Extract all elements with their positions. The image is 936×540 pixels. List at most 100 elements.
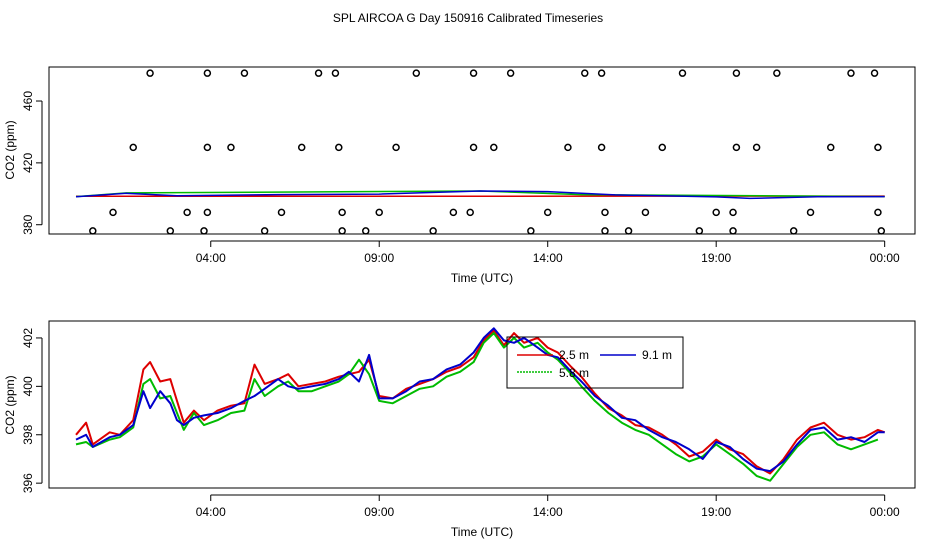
scatter-point xyxy=(658,143,667,152)
scatter-point xyxy=(601,208,609,217)
x-tick-label: 14:00 xyxy=(533,251,563,265)
scatter-point xyxy=(183,208,191,217)
scatter-point xyxy=(166,227,175,235)
scatter-point xyxy=(314,69,323,77)
top-plot-frame xyxy=(48,66,916,235)
scatter-point xyxy=(203,143,212,152)
y-tick-label: 398 xyxy=(21,424,35,444)
scatter-point xyxy=(752,143,761,152)
scatter-point xyxy=(429,227,437,235)
scatter-point xyxy=(712,208,720,217)
y-tick-label: 420 xyxy=(21,153,35,173)
scatter-point xyxy=(806,208,815,217)
scatter-point xyxy=(870,69,879,77)
scatter-point xyxy=(146,69,154,77)
scatter-point xyxy=(874,208,882,217)
scatter-point xyxy=(109,208,117,217)
scatter-point xyxy=(527,227,535,235)
bottom-series-lines xyxy=(75,327,886,482)
scatter-point xyxy=(469,69,478,77)
x-tick-label: 00:00 xyxy=(870,251,900,265)
scatter-point xyxy=(564,143,572,152)
legend-label-9-1m: 9.1 m xyxy=(642,348,672,362)
x-tick-label: 09:00 xyxy=(364,505,394,519)
top-series-lines xyxy=(75,190,885,200)
y-tick-label: 402 xyxy=(21,328,35,348)
scatter-point xyxy=(827,143,835,152)
bottom-y-axis-label: CO2 (ppm) xyxy=(3,375,17,434)
scatter-point xyxy=(227,143,235,152)
scatter-point xyxy=(338,227,346,235)
y-tick-label: 460 xyxy=(21,91,35,111)
scatter-point xyxy=(773,69,781,77)
scatter-point xyxy=(361,227,370,235)
top-scatter-points xyxy=(89,69,886,235)
scatter-point xyxy=(789,227,798,235)
scatter-point xyxy=(641,208,650,217)
scatter-point xyxy=(331,69,340,77)
series-line-2 xyxy=(75,190,885,200)
scatter-point xyxy=(338,208,346,217)
scatter-point xyxy=(335,143,343,152)
top-y-axis: 380 420 460 xyxy=(21,91,43,235)
scatter-point xyxy=(203,69,212,77)
bottom-x-axis-label: Time (UTC) xyxy=(451,525,513,539)
scatter-point xyxy=(729,208,737,217)
top-y-axis-label: CO2 (ppm) xyxy=(3,120,17,179)
scatter-point xyxy=(678,69,687,77)
scatter-point xyxy=(469,143,478,152)
scatter-point xyxy=(277,208,286,217)
scatter-point xyxy=(729,227,737,235)
scatter-point xyxy=(89,227,97,235)
y-tick-label: 380 xyxy=(21,214,35,234)
scatter-point xyxy=(624,227,633,235)
scatter-point xyxy=(874,143,882,152)
legend-box xyxy=(506,336,684,389)
x-tick-label: 04:00 xyxy=(196,505,226,519)
bottom-plot-frame xyxy=(48,320,916,489)
scatter-point xyxy=(240,69,249,77)
scatter-point xyxy=(449,208,458,217)
scatter-point xyxy=(490,143,498,152)
top-scatter-panel: 04:00 09:00 14:00 19:00 00:00 380 420 460 Time… xyxy=(3,66,916,285)
y-tick-label: 400 xyxy=(21,376,35,396)
x-tick-label: 00:00 xyxy=(870,505,900,519)
legend-label-5-8m: 5.8 m xyxy=(559,366,589,380)
scatter-point xyxy=(732,69,741,77)
bottom-y-axis: 396 398 400 402 xyxy=(21,328,43,493)
x-tick-label: 19:00 xyxy=(701,251,731,265)
scatter-point xyxy=(581,69,589,77)
scatter-point xyxy=(695,227,704,235)
scatter-point xyxy=(392,143,400,152)
scatter-point xyxy=(847,69,855,77)
scatter-point xyxy=(203,208,212,217)
x-tick-label: 19:00 xyxy=(701,505,731,519)
scatter-point xyxy=(129,143,137,152)
bottom-x-axis: 04:00 09:00 14:00 19:00 00:00 xyxy=(196,494,900,519)
legend: 2.5 m 5.8 m 9.1 m xyxy=(506,336,684,389)
scatter-point xyxy=(597,143,606,152)
bottom-line-panel: 04:00 09:00 14:00 19:00 00:00 396 398 400 402 T… xyxy=(3,320,916,539)
series-line-5-8-m xyxy=(75,332,879,482)
top-x-axis: 04:00 09:00 14:00 19:00 00:00 xyxy=(196,240,900,265)
scatter-point xyxy=(297,143,306,152)
y-tick-label: 396 xyxy=(21,473,35,493)
scatter-point xyxy=(543,208,552,217)
series-line-9-1-m xyxy=(75,327,885,473)
x-tick-label: 14:00 xyxy=(533,505,563,519)
legend-label-2-5m: 2.5 m xyxy=(559,348,589,362)
scatter-point xyxy=(597,69,606,77)
series-line-2-5-m xyxy=(75,329,886,475)
top-x-axis-label: Time (UTC) xyxy=(451,271,513,285)
x-tick-label: 04:00 xyxy=(196,251,226,265)
x-tick-label: 09:00 xyxy=(364,251,394,265)
scatter-point xyxy=(412,69,421,77)
scatter-point xyxy=(506,69,515,77)
scatter-point xyxy=(732,143,741,152)
scatter-point xyxy=(466,208,474,217)
scatter-point xyxy=(200,227,208,235)
scatter-point xyxy=(877,227,886,235)
page-title: SPL AIRCOA G Day 150916 Calibrated Times… xyxy=(333,11,603,25)
scatter-point xyxy=(260,227,269,235)
